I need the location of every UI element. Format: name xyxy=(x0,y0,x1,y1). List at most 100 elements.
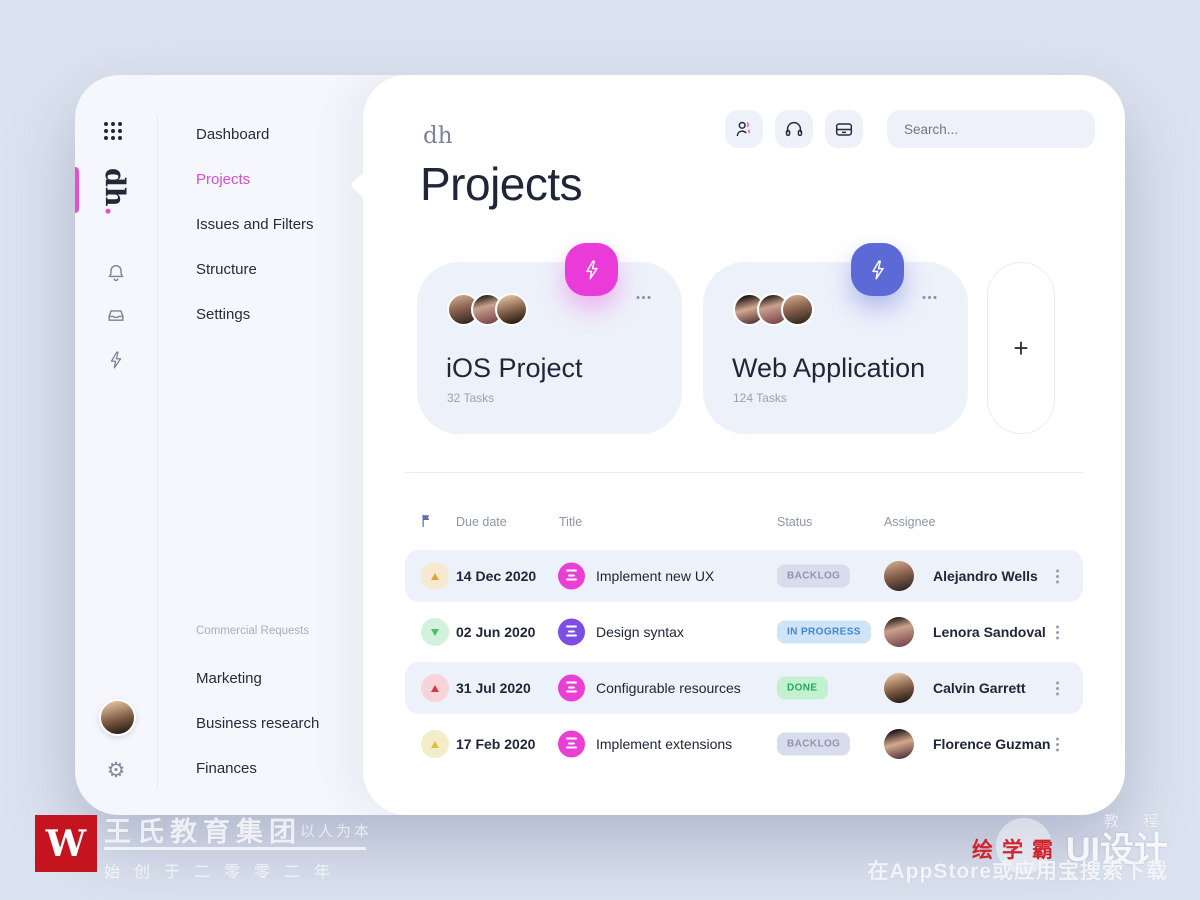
row-menu-icon[interactable] xyxy=(1053,680,1063,696)
people-icon xyxy=(736,121,751,137)
sidebar-item-issues-and-filters[interactable]: Issues and Filters xyxy=(196,216,314,233)
watermark-slogan: 以人为本 xyxy=(300,823,373,840)
due-date: 17 Feb 2020 xyxy=(456,736,536,752)
lightning-icon xyxy=(871,260,884,279)
project-card-ios[interactable]: iOS Project 32 Tasks xyxy=(417,243,682,434)
priority-up-icon xyxy=(421,730,449,758)
flag-icon[interactable] xyxy=(420,513,435,528)
headphones-icon xyxy=(785,121,803,137)
task-table: 14 Dec 2020 Implement new UX BACKLOG Ale… xyxy=(405,550,1083,774)
assignee-name: Calvin Garrett xyxy=(933,680,1026,696)
user-avatar[interactable] xyxy=(99,699,136,736)
col-header-title[interactable]: Title xyxy=(559,515,583,529)
sidebar-divider xyxy=(157,115,158,789)
card-menu-icon[interactable] xyxy=(922,294,938,300)
people-button[interactable] xyxy=(725,110,763,148)
inbox-tray-icon[interactable] xyxy=(103,302,129,328)
watermark-right-line3: 在AppStore或应用宝搜索下载 xyxy=(867,860,1168,883)
brand-logo: dh. xyxy=(86,164,144,220)
brand-logo-dot: . xyxy=(99,206,131,216)
support-button[interactable] xyxy=(775,110,813,148)
table-row[interactable]: 02 Jun 2020 Design syntax IN PROGRESS Le… xyxy=(405,606,1083,658)
archive-button[interactable] xyxy=(825,110,863,148)
project-card-web[interactable]: Web Application 124 Tasks xyxy=(703,243,968,434)
col-header-assignee[interactable]: Assignee xyxy=(884,515,936,529)
sidebar-item-projects[interactable]: Projects xyxy=(196,171,251,188)
add-project-button[interactable]: + xyxy=(987,262,1055,434)
task-title: Implement extensions xyxy=(596,736,733,752)
main-panel: dh Projects iOS Project 32 Tasks xyxy=(350,75,1125,815)
project-card-title: Web Application xyxy=(732,353,926,383)
page-title: Projects xyxy=(420,158,583,210)
task-type-icon xyxy=(558,730,585,758)
watermark-logo: W xyxy=(35,815,97,872)
section-divider xyxy=(405,472,1083,473)
card-menu-icon[interactable] xyxy=(636,294,652,300)
app-window: dh. ⚙ Dashboard Projects Issues and Filt… xyxy=(75,75,1125,815)
sidebar-item-settings[interactable]: Settings xyxy=(196,306,251,323)
watermark-right-line1: 教 程 xyxy=(1103,813,1168,830)
search-input[interactable] xyxy=(904,121,1081,137)
due-date: 14 Dec 2020 xyxy=(456,568,537,584)
table-row[interactable]: 17 Feb 2020 Implement extensions BACKLOG… xyxy=(405,718,1083,770)
status-badge: IN PROGRESS xyxy=(777,620,871,644)
task-title: Implement new UX xyxy=(596,568,715,584)
task-title: Design syntax xyxy=(596,624,684,640)
lightning-badge[interactable] xyxy=(851,243,904,296)
brand-logo-text: dh xyxy=(99,168,131,207)
avatar xyxy=(495,293,528,326)
sidebar-nav: Dashboard Projects Issues and Filters St… xyxy=(158,75,363,815)
lightning-badge[interactable] xyxy=(565,243,618,296)
active-nav-indicator xyxy=(75,167,79,213)
archive-drawer-icon xyxy=(835,123,853,136)
notifications-bell-icon[interactable] xyxy=(103,260,129,286)
settings-gear-icon[interactable]: ⚙ xyxy=(106,758,126,782)
row-menu-icon[interactable] xyxy=(1053,568,1063,584)
icon-rail: dh. ⚙ xyxy=(75,75,157,815)
lightning-icon xyxy=(585,260,598,279)
assignee-avatar xyxy=(884,673,914,703)
workspace-label: dh xyxy=(423,123,453,149)
table-row[interactable]: 14 Dec 2020 Implement new UX BACKLOG Ale… xyxy=(405,550,1083,602)
watermark-mascot-icon xyxy=(996,818,1052,874)
col-header-status[interactable]: Status xyxy=(777,515,813,529)
assignee-name: Lenora Sandoval xyxy=(933,624,1046,640)
assignee-avatar xyxy=(884,617,914,647)
member-avatars xyxy=(733,293,814,326)
task-title: Configurable resources xyxy=(596,680,741,696)
sidebar-item-finances[interactable]: Finances xyxy=(196,760,257,777)
row-menu-icon[interactable] xyxy=(1053,624,1063,640)
assignee-name: Alejandro Wells xyxy=(933,568,1038,584)
sidebar-item-dashboard[interactable]: Dashboard xyxy=(196,126,270,143)
project-card-tasks: 124 Tasks xyxy=(733,391,787,405)
status-badge: DONE xyxy=(777,676,828,700)
watermark-brand: 绘学霸 xyxy=(972,839,1062,862)
assignee-avatar xyxy=(884,561,914,591)
sidebar-section-label: Commercial Requests xyxy=(196,625,310,637)
priority-up-icon xyxy=(421,674,449,702)
watermark-company: 王氏教育集团 xyxy=(104,817,302,847)
sidebar-item-marketing[interactable]: Marketing xyxy=(196,670,262,687)
task-type-icon xyxy=(558,562,585,590)
sidebar-item-business-research[interactable]: Business research xyxy=(196,715,320,732)
table-row[interactable]: 31 Jul 2020 Configurable resources DONE … xyxy=(405,662,1083,714)
assignee-name: Florence Guzman xyxy=(933,736,1051,752)
assignee-avatar xyxy=(884,729,914,759)
project-card-title: iOS Project xyxy=(446,353,583,383)
search-box xyxy=(887,110,1095,148)
watermark-brand2: UI设计 xyxy=(1066,831,1168,869)
row-menu-icon[interactable] xyxy=(1053,736,1063,752)
status-badge: BACKLOG xyxy=(777,732,851,756)
project-card-tasks: 32 Tasks xyxy=(447,391,495,405)
priority-down-icon xyxy=(421,618,449,646)
lightning-icon[interactable] xyxy=(103,347,129,373)
due-date: 31 Jul 2020 xyxy=(456,680,531,696)
col-header-due-date[interactable]: Due date xyxy=(456,515,507,529)
sidebar-item-structure[interactable]: Structure xyxy=(196,261,257,278)
status-badge: BACKLOG xyxy=(777,564,851,588)
task-type-icon xyxy=(558,674,585,702)
apps-grid-icon[interactable] xyxy=(104,122,122,140)
member-avatars xyxy=(447,293,528,326)
watermark-divider xyxy=(104,847,366,850)
